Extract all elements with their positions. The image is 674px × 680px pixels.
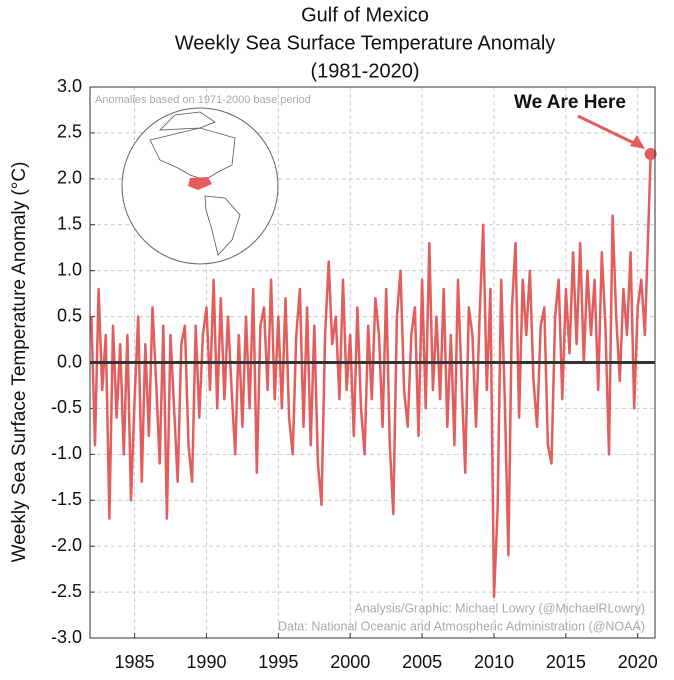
arrow (577, 114, 641, 148)
y-tick-label: 0.5 (57, 305, 82, 325)
plot (90, 148, 657, 598)
y-tick-label: -2.5 (51, 581, 82, 601)
y-tick-label: -1.0 (51, 443, 82, 463)
y-tick-label: 2.0 (57, 168, 82, 188)
plot-frame (89, 86, 656, 639)
y-tick-label: -0.5 (51, 397, 82, 417)
arrow-head (630, 135, 645, 149)
y-tick-label: 3.0 (57, 76, 82, 96)
x-tick-label: 2005 (402, 652, 442, 672)
chart-subtitle: (1981-2020) (311, 60, 420, 82)
x-tick-label: 2010 (474, 652, 514, 672)
x-tick-label: 1985 (115, 652, 155, 672)
x-tick-label: 1995 (258, 652, 298, 672)
y-tick-label: -1.5 (51, 489, 82, 509)
y-tick-label: 1.5 (57, 214, 82, 234)
annotation: Anomalies based on 1971-2000 base period (95, 94, 311, 106)
y-tick-label: -3.0 (51, 627, 82, 647)
credit: Analysis/Graphic: Michael Lowry (@Michae… (354, 601, 645, 615)
y-tick-label: 1.0 (57, 259, 82, 279)
credit: Data: National Oceanic and Atmospheric A… (278, 619, 645, 633)
x-tick-label: 2000 (330, 652, 370, 672)
x-tick-label: 2020 (618, 652, 658, 672)
x-tick-label: 1990 (186, 652, 226, 672)
y-axis-label: Weekly Sea Surface Temperature Anomaly (… (9, 162, 30, 563)
y-tick-label: 2.5 (57, 122, 82, 142)
y-tick-label: 0.0 (57, 351, 82, 371)
globe (121, 107, 279, 265)
latest-point (644, 148, 657, 161)
annotation: We Are Here (514, 92, 626, 113)
chart-title: Gulf of Mexico (301, 4, 429, 26)
chart-subtitle: Weekly Sea Surface Temperature Anomaly (175, 32, 556, 54)
x-tick-label: 2015 (546, 652, 586, 672)
y-tick-label: -2.0 (51, 535, 82, 555)
